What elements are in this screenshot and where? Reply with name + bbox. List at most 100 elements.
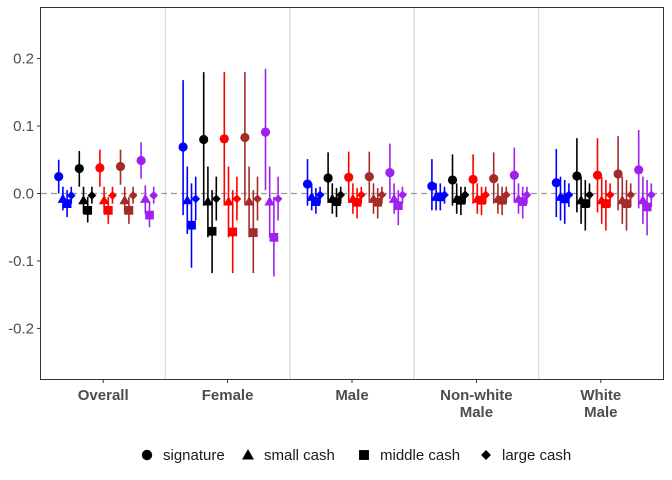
- point-square: [477, 195, 486, 205]
- legend-key-circle: [141, 449, 153, 461]
- group-label: Male: [460, 404, 493, 421]
- point-circle: [74, 163, 84, 174]
- group-label: Non-white: [440, 387, 513, 404]
- point-triangle: [182, 194, 193, 205]
- point-circle: [54, 172, 64, 182]
- point-triangle: [78, 194, 89, 205]
- point-diamond: [585, 190, 594, 200]
- legend-label: small cash: [264, 447, 335, 464]
- point-diamond: [356, 190, 366, 200]
- point-triangle: [202, 196, 214, 206]
- point-diamond: [501, 190, 511, 200]
- y-tick-label: -0.1: [8, 253, 34, 270]
- point-diamond: [398, 190, 407, 200]
- point-circle: [447, 175, 458, 185]
- point-circle: [613, 169, 623, 179]
- point-square: [393, 201, 403, 211]
- point-square: [83, 205, 93, 215]
- point-circle: [427, 181, 437, 191]
- point-square: [435, 192, 445, 202]
- legend: signature small cash middle cash large cash: [141, 447, 571, 464]
- legend-key-square: [359, 450, 369, 460]
- point-diamond: [108, 191, 117, 200]
- point-circle: [240, 132, 250, 143]
- point-square: [497, 195, 507, 205]
- point-diamond: [377, 190, 387, 200]
- legend-key-diamond: [481, 450, 491, 460]
- point-circle: [468, 174, 478, 184]
- point-circle: [199, 134, 209, 145]
- point-circle: [572, 171, 582, 181]
- legend-label: large cash: [502, 447, 571, 464]
- legend-label: middle cash: [380, 447, 460, 464]
- point-square: [145, 210, 154, 220]
- point-circle: [551, 178, 561, 188]
- point-triangle: [119, 194, 130, 205]
- point-circle: [592, 170, 603, 180]
- point-diamond: [211, 194, 221, 204]
- point-square: [332, 197, 341, 206]
- point-diamond: [626, 190, 636, 200]
- point-square: [103, 205, 113, 215]
- point-diamond: [460, 190, 470, 200]
- group-label: Overall: [78, 387, 129, 404]
- point-square: [311, 197, 321, 206]
- point-square: [269, 232, 279, 242]
- point-diamond: [191, 194, 201, 204]
- point-diamond: [66, 191, 76, 200]
- y-tick-label: 0.2: [13, 51, 34, 68]
- point-diamond: [646, 190, 656, 200]
- point-circle: [115, 161, 126, 172]
- point-triangle: [140, 193, 151, 203]
- point-diamond: [87, 191, 97, 200]
- point-square: [622, 199, 631, 208]
- point-diamond: [481, 190, 491, 200]
- point-circle: [489, 174, 499, 184]
- legend-key-triangle: [242, 449, 254, 460]
- point-circle: [260, 127, 271, 137]
- point-square: [352, 197, 362, 207]
- point-circle: [364, 172, 374, 182]
- point-diamond: [253, 194, 262, 204]
- point-diamond: [336, 190, 346, 200]
- point-square: [124, 205, 134, 215]
- point-diamond: [605, 190, 615, 200]
- group-label: Male: [584, 404, 617, 421]
- point-diamond: [522, 190, 532, 200]
- point-triangle: [264, 196, 275, 206]
- y-tick-label: -0.2: [8, 320, 34, 337]
- point-markers: [54, 127, 656, 242]
- group-label: Male: [335, 387, 368, 404]
- point-diamond: [149, 191, 159, 200]
- point-circle: [323, 173, 333, 183]
- point-triangle: [243, 196, 255, 206]
- y-axis: -0.2 -0.1 0.0 0.1 0.2: [8, 51, 41, 337]
- point-square: [518, 197, 528, 206]
- point-triangle: [98, 194, 110, 205]
- point-square: [187, 220, 196, 230]
- group-label: Female: [202, 387, 254, 404]
- point-triangle: [637, 194, 649, 205]
- point-triangle: [223, 196, 234, 206]
- point-circle: [302, 179, 313, 189]
- point-diamond: [128, 191, 138, 200]
- point-square: [456, 195, 466, 205]
- point-square: [207, 226, 217, 236]
- point-diamond: [273, 194, 283, 204]
- point-square: [248, 228, 258, 237]
- point-circle: [136, 155, 146, 166]
- point-diamond: [232, 194, 242, 204]
- point-diamond: [564, 190, 574, 200]
- point-circle: [178, 142, 188, 152]
- point-circle: [385, 167, 395, 178]
- point-square: [580, 199, 590, 208]
- point-circle: [95, 163, 105, 173]
- point-circle: [509, 170, 519, 180]
- point-triangle: [388, 193, 400, 203]
- legend-label: signature: [163, 447, 225, 464]
- point-square: [373, 197, 383, 207]
- point-square: [642, 202, 652, 212]
- point-diamond: [315, 190, 325, 200]
